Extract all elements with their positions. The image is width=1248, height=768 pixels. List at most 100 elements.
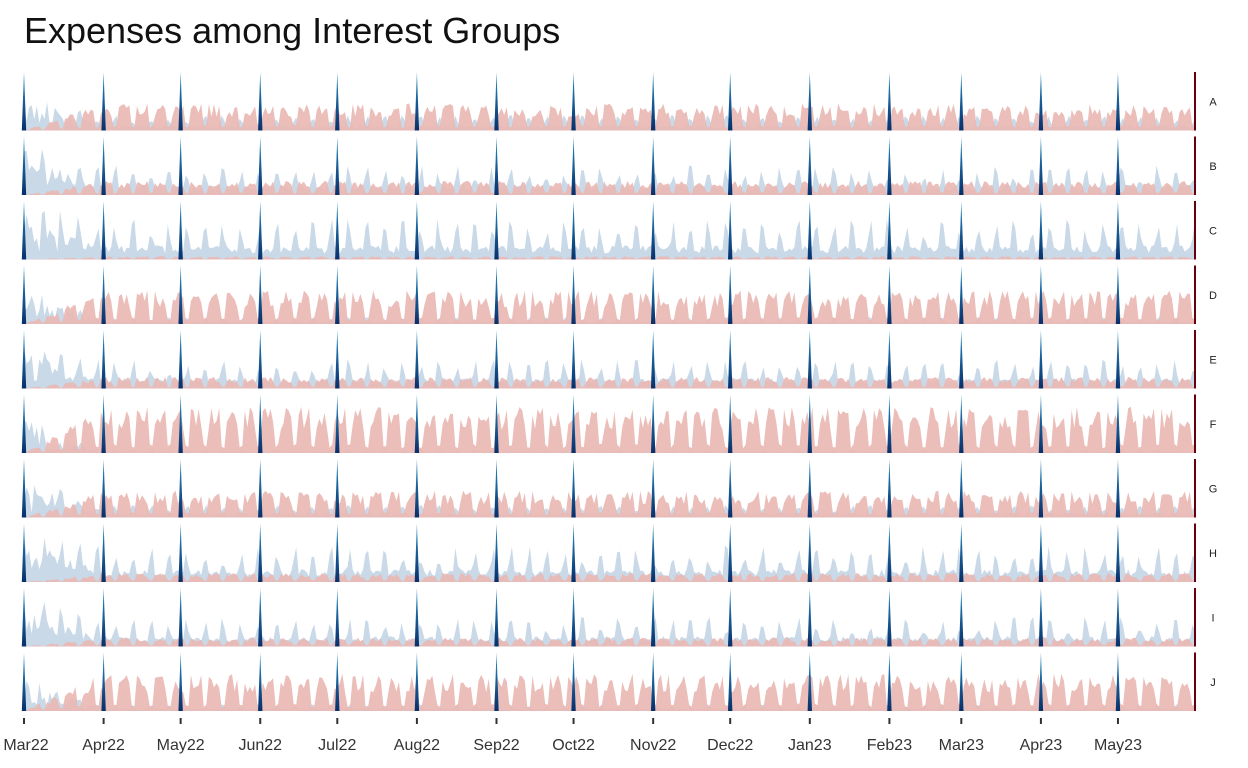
month-marker bbox=[178, 330, 183, 389]
month-marker bbox=[101, 201, 106, 260]
month-marker bbox=[414, 201, 420, 260]
x-tick-label: Jul22 bbox=[318, 737, 356, 754]
end-marker bbox=[1194, 523, 1196, 582]
month-marker bbox=[21, 588, 27, 647]
month-marker bbox=[414, 459, 420, 518]
month-marker bbox=[807, 588, 813, 647]
month-marker bbox=[258, 201, 263, 260]
facet-panel-f: F bbox=[21, 394, 1217, 453]
month-marker bbox=[1038, 459, 1044, 518]
month-marker bbox=[494, 330, 499, 389]
month-marker bbox=[571, 136, 576, 195]
month-marker bbox=[571, 201, 576, 260]
month-marker bbox=[335, 588, 340, 647]
month-marker bbox=[101, 588, 106, 647]
month-marker bbox=[807, 72, 813, 131]
month-marker bbox=[178, 588, 183, 647]
month-marker bbox=[571, 330, 576, 389]
area-positive-i bbox=[24, 637, 1195, 647]
facet-label: B bbox=[1209, 161, 1216, 173]
facet-panel-e: E bbox=[21, 330, 1217, 389]
x-tick-label: Jun22 bbox=[238, 737, 282, 754]
month-marker bbox=[494, 394, 499, 453]
end-marker bbox=[1194, 394, 1196, 453]
end-marker bbox=[1194, 72, 1196, 131]
month-marker bbox=[258, 265, 263, 324]
month-marker bbox=[807, 459, 813, 518]
x-tick-label: Jan23 bbox=[788, 737, 832, 754]
month-marker bbox=[258, 459, 263, 518]
facet-label: I bbox=[1211, 612, 1214, 624]
month-marker bbox=[335, 136, 340, 195]
month-marker bbox=[571, 72, 576, 131]
month-marker bbox=[101, 330, 106, 389]
month-marker bbox=[807, 201, 813, 260]
month-marker bbox=[101, 265, 106, 324]
month-marker bbox=[21, 652, 27, 711]
month-marker bbox=[21, 72, 27, 131]
facet-panel-a: A bbox=[21, 72, 1217, 131]
area-positive-d bbox=[24, 290, 1195, 324]
month-marker bbox=[258, 652, 263, 711]
month-marker bbox=[21, 136, 27, 195]
facet-panel-g: G bbox=[21, 459, 1218, 518]
month-marker bbox=[178, 523, 183, 582]
month-marker bbox=[650, 72, 656, 131]
month-marker bbox=[258, 588, 263, 647]
facet-panel-d: D bbox=[21, 265, 1217, 324]
month-marker bbox=[650, 394, 656, 453]
month-marker bbox=[494, 523, 499, 582]
month-marker bbox=[887, 330, 892, 389]
x-axis: Mar22 Apr22 May22 Jun22 Jul22 Aug22 Sep22 Oct22… bbox=[3, 718, 1142, 754]
month-marker bbox=[887, 201, 892, 260]
month-marker bbox=[959, 394, 964, 453]
month-marker bbox=[414, 330, 420, 389]
month-marker bbox=[101, 652, 106, 711]
month-marker bbox=[494, 588, 499, 647]
x-tick-label: Sep22 bbox=[473, 737, 519, 754]
month-marker bbox=[494, 652, 499, 711]
month-marker bbox=[335, 72, 340, 131]
month-marker bbox=[727, 652, 733, 711]
month-marker bbox=[101, 72, 106, 131]
x-tick-label: May23 bbox=[1094, 737, 1142, 754]
month-marker bbox=[1038, 523, 1044, 582]
month-marker bbox=[1115, 652, 1121, 711]
month-marker bbox=[258, 136, 263, 195]
area-positive-f bbox=[24, 406, 1195, 453]
month-marker bbox=[887, 394, 892, 453]
month-marker bbox=[494, 459, 499, 518]
month-marker bbox=[414, 652, 420, 711]
x-tick-label: Apr22 bbox=[82, 737, 125, 754]
month-marker bbox=[178, 72, 183, 131]
x-tick-label: Apr23 bbox=[1020, 737, 1063, 754]
month-marker bbox=[727, 523, 733, 582]
month-marker bbox=[959, 459, 964, 518]
month-marker bbox=[414, 523, 420, 582]
facet-label: E bbox=[1209, 354, 1216, 366]
month-marker bbox=[807, 394, 813, 453]
x-tick-label: Oct22 bbox=[552, 737, 595, 754]
facet-label: G bbox=[1209, 483, 1218, 495]
month-marker bbox=[807, 330, 813, 389]
facet-label: A bbox=[1209, 96, 1217, 108]
month-marker bbox=[101, 459, 106, 518]
month-marker bbox=[1038, 265, 1044, 324]
month-marker bbox=[571, 588, 576, 647]
month-marker bbox=[650, 459, 656, 518]
month-marker bbox=[414, 394, 420, 453]
month-marker bbox=[650, 588, 656, 647]
month-marker bbox=[959, 136, 964, 195]
month-marker bbox=[959, 588, 964, 647]
month-marker bbox=[101, 523, 106, 582]
month-marker bbox=[21, 330, 27, 389]
x-tick-label: Nov22 bbox=[630, 737, 676, 754]
area-positive-h bbox=[24, 573, 1195, 582]
month-marker bbox=[1115, 459, 1121, 518]
month-marker bbox=[887, 588, 892, 647]
month-marker bbox=[1038, 201, 1044, 260]
month-marker bbox=[1115, 523, 1121, 582]
month-marker bbox=[1038, 394, 1044, 453]
month-marker bbox=[807, 136, 813, 195]
month-marker bbox=[1038, 136, 1044, 195]
